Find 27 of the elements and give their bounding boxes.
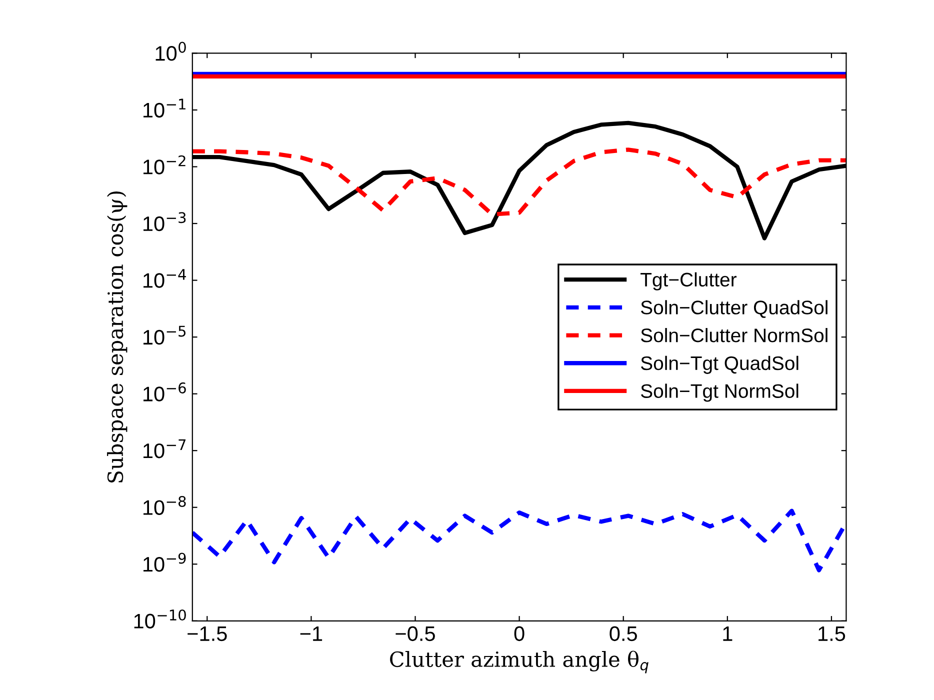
y-tick-label: 10$^{−2}$ xyxy=(144,155,186,174)
y-axis-title: Subspace separation cos(ψ) xyxy=(107,192,128,482)
x-axis-title: Clutter azimuth angle θ$_{q}$ xyxy=(390,650,648,674)
y-tick-label: 10$^{−4}$ xyxy=(144,269,186,288)
y-tick-label: 10$^{−7}$ xyxy=(144,439,186,458)
y-tick-label: 10$^{−1}$ xyxy=(144,98,186,118)
x-tick-label: −1 xyxy=(300,626,322,641)
y-tick-label: 10$^{−10}$ xyxy=(134,609,186,628)
legend-label: Soln−Clutter NormSol xyxy=(640,328,828,342)
x-tick-label: 1 xyxy=(723,626,732,641)
line-series xyxy=(192,148,846,216)
y-tick-label: 10$^{−8}$ xyxy=(144,496,186,515)
x-tick-label: 0 xyxy=(514,626,524,642)
y-tick-label: 10$^{−3}$ xyxy=(144,212,186,232)
y-tick-label: 10$^{−5}$ xyxy=(144,326,186,345)
y-tick-label: 10$^{−6}$ xyxy=(144,382,186,402)
y-tick-label: 10$^{−9}$ xyxy=(144,552,186,572)
x-tick-label: 0.5 xyxy=(610,626,637,642)
legend-label: Soln−Clutter QuadSol xyxy=(640,300,828,318)
x-tick-label: −0.5 xyxy=(396,626,435,642)
x-tick-label: −1.5 xyxy=(188,626,227,642)
line-series xyxy=(192,508,846,572)
y-tick-label: 10$^{0}$ xyxy=(156,42,186,61)
legend-label: Soln−Tgt QuadSol xyxy=(640,356,798,374)
legend-label: Tgt−Clutter xyxy=(640,272,736,290)
x-tick-label: 1.5 xyxy=(818,626,846,642)
legend-label: Soln−Tgt NormSol xyxy=(640,384,798,402)
